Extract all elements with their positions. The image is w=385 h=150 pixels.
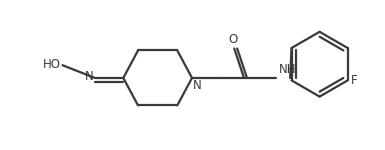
Text: N: N	[193, 79, 202, 92]
Text: N: N	[85, 70, 94, 83]
Text: NH: NH	[278, 63, 296, 76]
Text: O: O	[229, 33, 238, 46]
Text: F: F	[351, 74, 357, 87]
Text: HO: HO	[42, 58, 60, 71]
